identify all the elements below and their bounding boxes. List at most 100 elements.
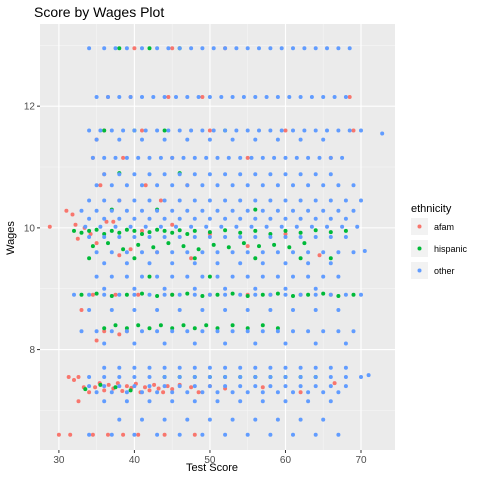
- point-afam: [207, 128, 212, 133]
- point-other: [102, 384, 107, 389]
- point-other: [158, 155, 163, 160]
- point-other: [249, 224, 254, 229]
- point-other: [132, 292, 137, 297]
- point-afam: [93, 385, 98, 390]
- point-other: [306, 208, 311, 213]
- point-hispanic: [151, 245, 156, 250]
- point-afam: [124, 384, 129, 389]
- point-other: [162, 286, 167, 291]
- point-other: [109, 274, 114, 279]
- point-hispanic: [124, 292, 129, 297]
- point-other: [283, 384, 288, 389]
- point-hispanic: [79, 292, 84, 297]
- point-other: [113, 155, 118, 160]
- point-other: [253, 198, 258, 203]
- point-hispanic: [79, 230, 84, 235]
- point-other: [223, 235, 228, 239]
- point-other: [343, 95, 348, 99]
- point-other: [124, 329, 129, 334]
- point-other: [132, 235, 137, 239]
- point-afam: [87, 390, 92, 395]
- point-hispanic: [87, 228, 92, 233]
- point-other: [328, 216, 333, 221]
- point-other: [359, 198, 363, 203]
- point-other: [223, 365, 228, 370]
- point-other: [245, 308, 250, 312]
- point-afam: [88, 232, 93, 236]
- point-afam: [102, 329, 107, 334]
- point-other: [306, 390, 311, 395]
- point-other: [79, 329, 84, 334]
- point-other: [245, 208, 250, 213]
- point-hispanic: [121, 247, 126, 252]
- point-hispanic: [132, 228, 137, 233]
- point-other: [275, 250, 280, 255]
- point-other: [291, 308, 295, 312]
- point-other: [155, 128, 160, 133]
- point-other: [336, 308, 341, 312]
- point-other: [200, 432, 205, 437]
- point-other: [245, 183, 250, 188]
- point-other: [94, 95, 99, 99]
- point-other: [283, 365, 288, 370]
- point-other: [321, 417, 326, 422]
- point-hispanic: [136, 323, 141, 328]
- point-other: [279, 46, 284, 51]
- point-hispanic: [162, 228, 167, 233]
- point-other: [230, 390, 235, 395]
- point-other: [253, 384, 258, 389]
- point-hispanic: [215, 292, 220, 297]
- point-hispanic: [196, 247, 201, 252]
- point-other: [336, 208, 341, 213]
- point-other: [102, 46, 107, 51]
- point-other: [192, 292, 197, 297]
- point-other: [215, 250, 220, 255]
- point-other: [177, 235, 182, 239]
- point-hispanic: [185, 291, 190, 296]
- point-afam: [166, 95, 171, 99]
- point-other: [298, 365, 303, 370]
- point-other: [132, 375, 137, 379]
- point-other: [260, 390, 265, 395]
- point-hispanic: [268, 232, 273, 236]
- legend-title: ethnicity: [411, 203, 452, 215]
- point-other: [230, 274, 235, 279]
- point-other: [192, 286, 197, 291]
- point-afam: [170, 387, 175, 392]
- point-other: [268, 375, 273, 379]
- point-other: [162, 216, 167, 221]
- point-other: [241, 95, 246, 99]
- point-other: [215, 155, 220, 160]
- point-afam: [152, 382, 157, 387]
- point-other: [132, 432, 137, 437]
- point-other: [124, 155, 129, 160]
- point-other: [192, 341, 197, 346]
- point-afam: [158, 198, 163, 203]
- point-other: [155, 274, 160, 279]
- point-other: [162, 341, 167, 346]
- point-other: [185, 183, 190, 188]
- point-other: [177, 198, 182, 203]
- point-other: [325, 128, 329, 133]
- point-other: [253, 137, 258, 142]
- point-other: [230, 137, 235, 142]
- point-afam: [283, 128, 288, 133]
- point-afam: [332, 381, 337, 386]
- point-afam: [245, 244, 250, 249]
- point-hispanic: [272, 242, 277, 247]
- point-other: [94, 250, 99, 255]
- point-other: [177, 432, 182, 437]
- point-other: [275, 95, 280, 99]
- point-other: [170, 261, 175, 266]
- point-other: [321, 390, 326, 395]
- point-other: [268, 235, 273, 239]
- point-other: [109, 329, 114, 334]
- point-other: [238, 198, 243, 203]
- point-other: [253, 216, 258, 221]
- point-other: [253, 417, 258, 422]
- point-afam: [102, 388, 107, 393]
- point-afam: [170, 222, 175, 227]
- point-other: [87, 198, 92, 203]
- point-hispanic: [109, 228, 114, 233]
